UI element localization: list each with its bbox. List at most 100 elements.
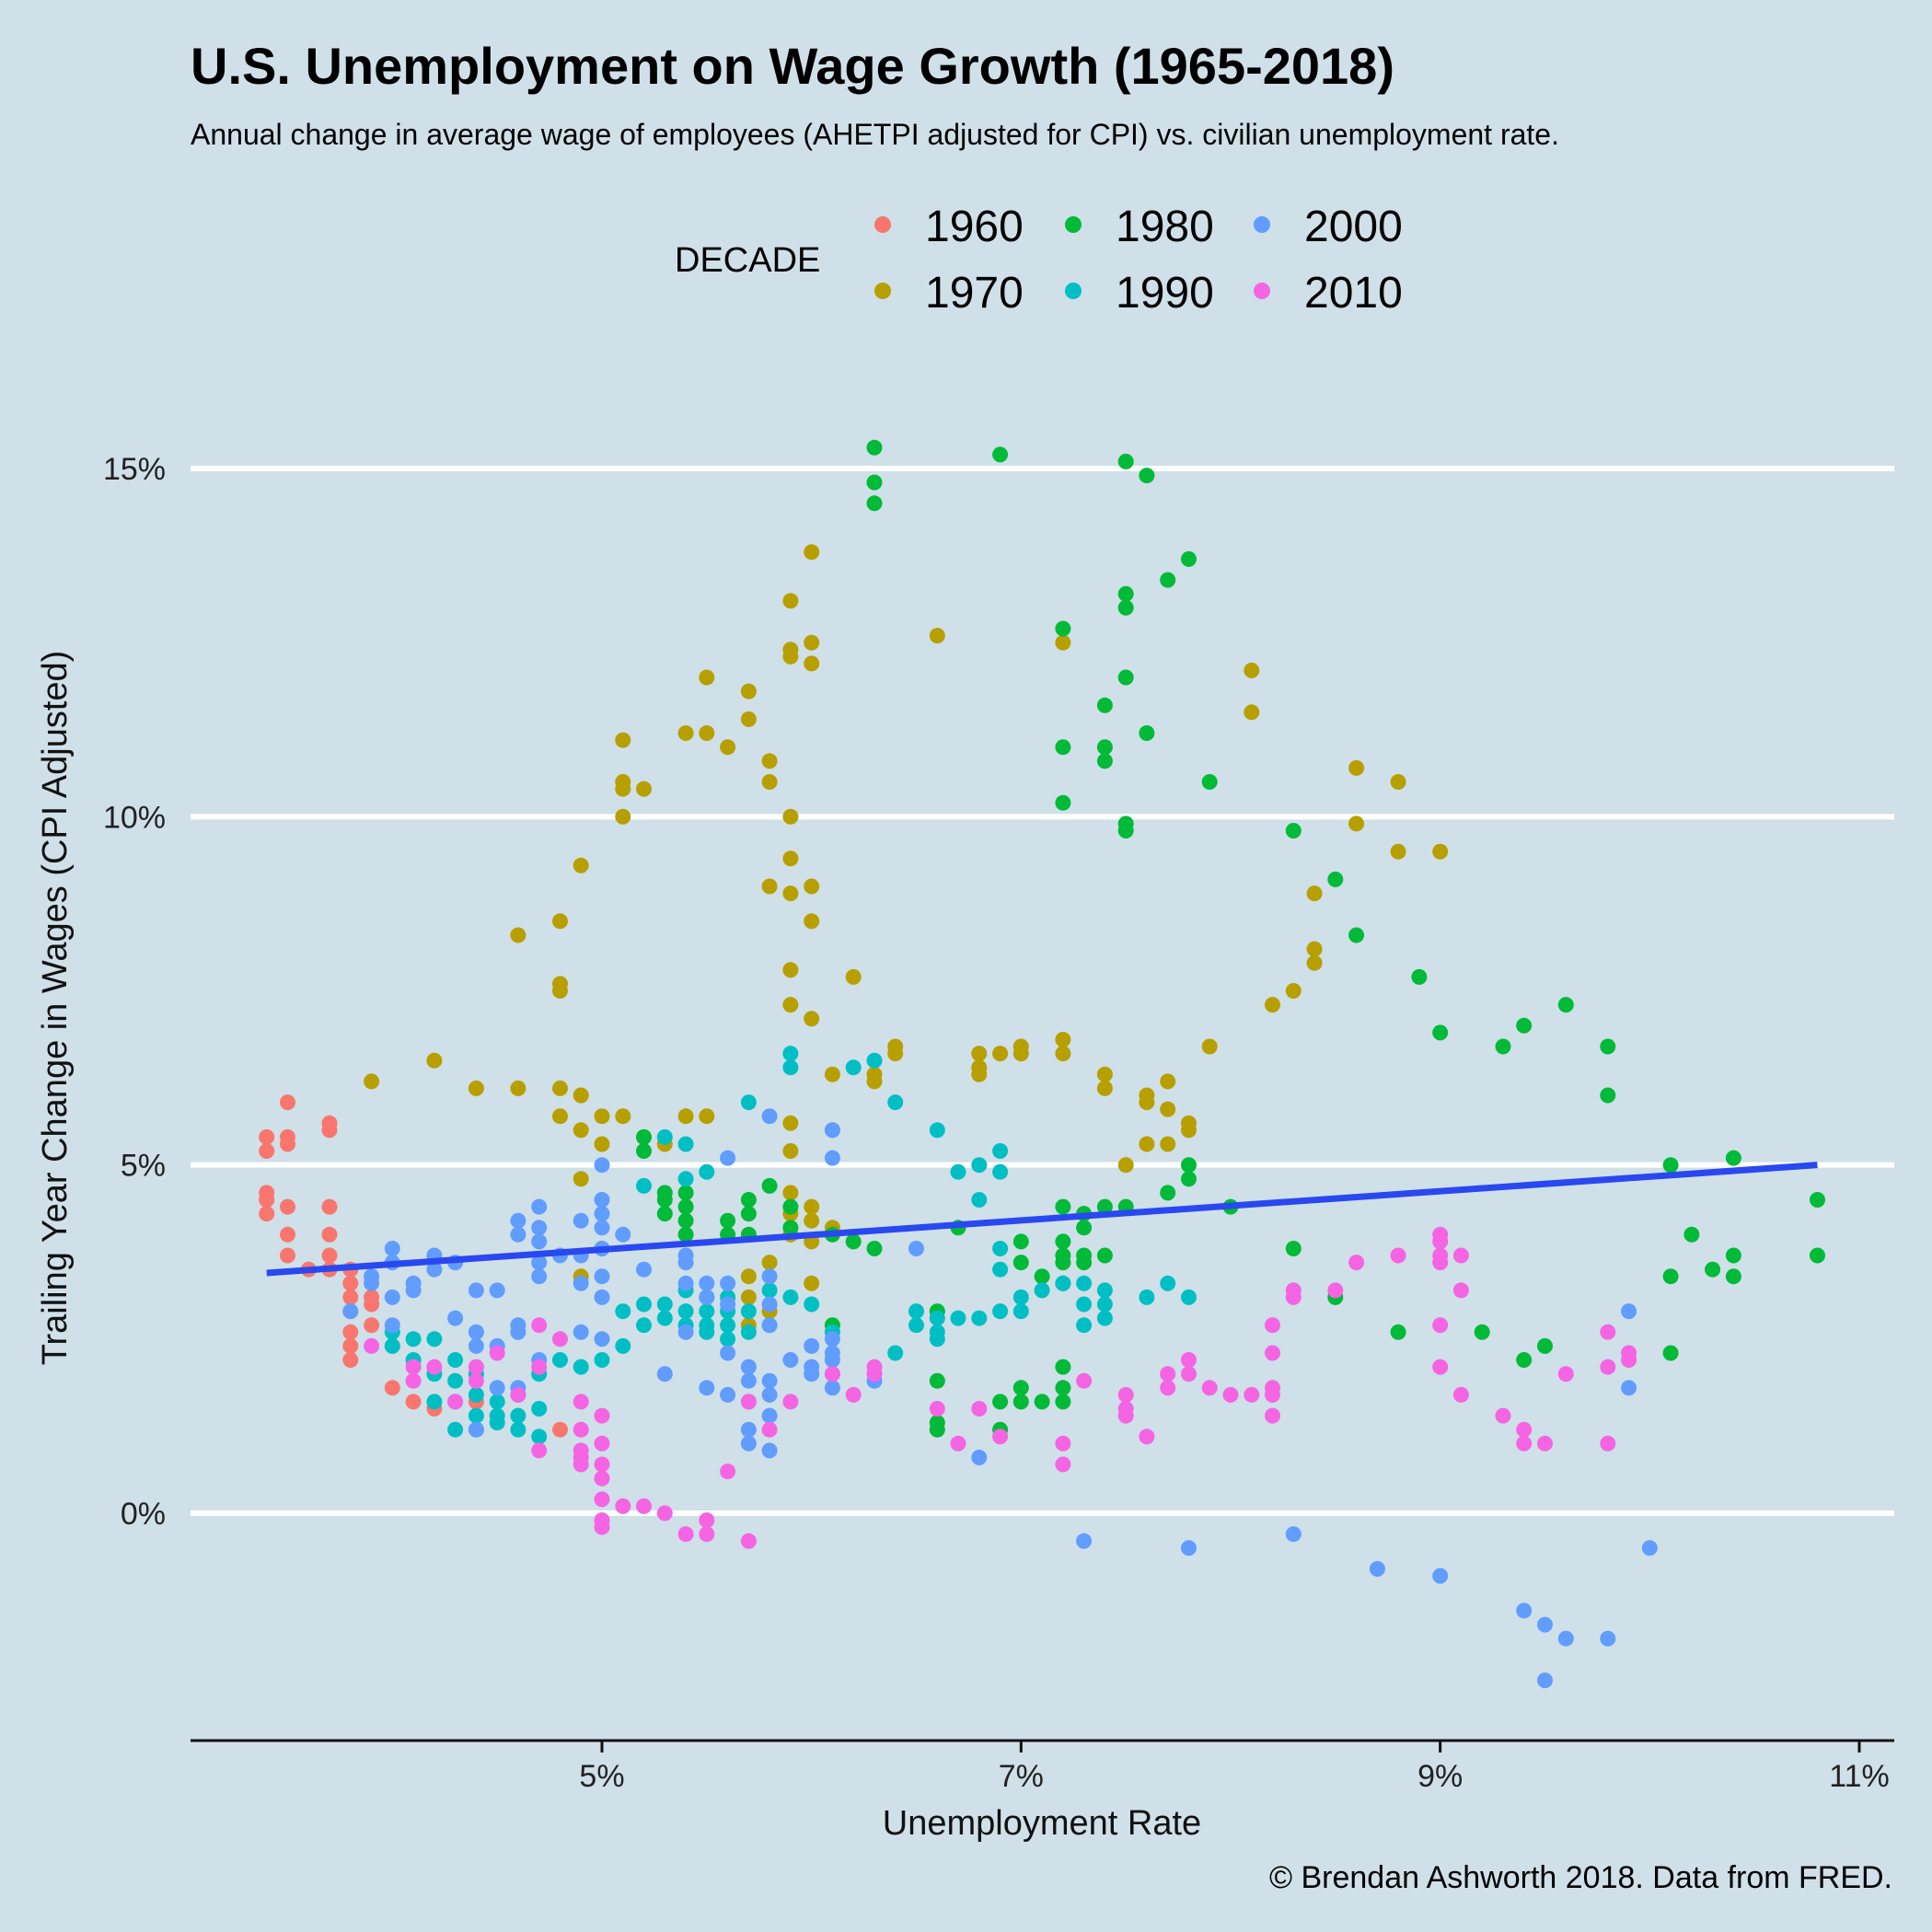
data-point bbox=[1390, 843, 1406, 860]
data-point bbox=[1117, 1386, 1134, 1403]
trend-line-group bbox=[266, 1162, 1818, 1277]
data-point bbox=[636, 1261, 652, 1278]
data-point bbox=[866, 1052, 883, 1069]
data-point bbox=[1705, 1261, 1721, 1278]
data-point bbox=[804, 634, 820, 651]
data-point bbox=[259, 1143, 275, 1159]
data-point bbox=[782, 1198, 799, 1215]
data-point bbox=[342, 1352, 359, 1368]
data-point bbox=[342, 1337, 359, 1354]
data-point bbox=[1139, 468, 1155, 484]
data-point bbox=[384, 1380, 400, 1396]
data-point bbox=[740, 1435, 757, 1452]
legend-item-2000: 2000 bbox=[1254, 202, 1403, 251]
data-point bbox=[1348, 1255, 1365, 1271]
data-point bbox=[447, 1421, 464, 1438]
data-point bbox=[259, 1192, 275, 1208]
data-point bbox=[1012, 1233, 1029, 1250]
data-point bbox=[1621, 1352, 1637, 1368]
data-point bbox=[1621, 1303, 1637, 1320]
data-point bbox=[531, 1317, 548, 1334]
legend-label: 1970 bbox=[925, 269, 1024, 318]
data-point bbox=[804, 655, 820, 672]
data-point bbox=[950, 1163, 966, 1180]
data-point bbox=[342, 1289, 359, 1305]
y-tick-label: 10% bbox=[103, 800, 166, 835]
data-point bbox=[1012, 1303, 1029, 1320]
data-point bbox=[573, 1421, 589, 1438]
data-point bbox=[804, 1275, 820, 1291]
data-point bbox=[824, 1122, 840, 1139]
data-point bbox=[321, 1122, 338, 1139]
data-point bbox=[782, 1046, 799, 1062]
data-point bbox=[489, 1345, 505, 1361]
data-point bbox=[1160, 1073, 1176, 1090]
data-point bbox=[1076, 1275, 1093, 1291]
data-point bbox=[782, 593, 799, 609]
data-point bbox=[1201, 1038, 1218, 1055]
data-point bbox=[1055, 620, 1071, 637]
data-point bbox=[1285, 1289, 1301, 1305]
data-point bbox=[1117, 1157, 1134, 1174]
data-point bbox=[992, 1163, 1009, 1180]
x-ticks: 5% 7% 9% 11% bbox=[579, 1741, 1890, 1794]
data-point bbox=[1117, 1407, 1134, 1424]
data-point bbox=[761, 1407, 778, 1424]
data-point bbox=[489, 1394, 505, 1410]
data-point bbox=[405, 1359, 422, 1375]
data-point bbox=[636, 781, 652, 797]
legend-swatch bbox=[1065, 283, 1082, 299]
data-point bbox=[468, 1359, 484, 1375]
data-point bbox=[720, 1463, 736, 1480]
data-point bbox=[1600, 1038, 1616, 1055]
data-point bbox=[531, 1401, 548, 1417]
data-point bbox=[866, 1366, 883, 1382]
data-point bbox=[804, 544, 820, 561]
data-point bbox=[1516, 1352, 1533, 1368]
data-point bbox=[321, 1247, 338, 1264]
data-point bbox=[1012, 1394, 1029, 1410]
data-point bbox=[699, 1303, 715, 1320]
data-point bbox=[782, 850, 799, 867]
data-point bbox=[426, 1394, 443, 1410]
data-point bbox=[510, 1212, 526, 1229]
data-point bbox=[824, 1366, 840, 1382]
data-point bbox=[720, 1317, 736, 1334]
x-tick-label: 7% bbox=[999, 1759, 1044, 1794]
data-point bbox=[636, 1177, 652, 1194]
data-point bbox=[740, 1206, 757, 1222]
data-point bbox=[510, 1386, 526, 1403]
data-point bbox=[1096, 753, 1113, 769]
data-point bbox=[1725, 1150, 1741, 1166]
legend-swatch bbox=[1254, 216, 1270, 233]
chart-subtitle: Annual change in average wage of employe… bbox=[191, 118, 1559, 151]
data-point bbox=[782, 1289, 799, 1305]
data-point bbox=[1432, 1317, 1449, 1334]
data-point bbox=[1348, 816, 1365, 832]
data-point bbox=[447, 1372, 464, 1389]
data-point bbox=[468, 1324, 484, 1340]
data-point bbox=[699, 1163, 715, 1180]
data-point bbox=[699, 725, 715, 741]
data-point bbox=[782, 1059, 799, 1076]
data-point bbox=[804, 878, 820, 895]
data-point bbox=[740, 1533, 757, 1549]
data-point bbox=[1076, 1317, 1093, 1334]
data-point bbox=[761, 1268, 778, 1285]
data-point bbox=[1810, 1247, 1825, 1264]
data-point bbox=[1285, 1241, 1301, 1256]
data-point bbox=[656, 1310, 673, 1326]
data-point bbox=[594, 1456, 610, 1473]
data-point bbox=[1557, 1630, 1574, 1647]
data-point bbox=[677, 1198, 694, 1215]
data-point bbox=[1181, 1122, 1197, 1139]
data-point bbox=[1160, 1136, 1176, 1152]
data-point bbox=[761, 1255, 778, 1271]
data-point bbox=[615, 1303, 631, 1320]
data-point bbox=[761, 1317, 778, 1334]
data-point bbox=[908, 1317, 924, 1334]
data-point bbox=[782, 1352, 799, 1368]
data-point bbox=[1201, 1380, 1218, 1396]
data-point bbox=[321, 1198, 338, 1215]
data-point bbox=[1327, 871, 1344, 887]
